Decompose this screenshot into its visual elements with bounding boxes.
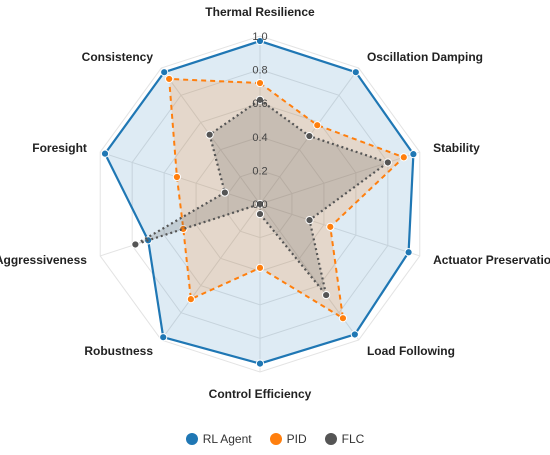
tick-label-3: 0.6 [252,98,267,110]
axis-label-aggressiveness: Aggressiveness [0,253,87,267]
axis-label-actuator-preservation: Actuator Preservation [433,253,550,267]
axis-label-control-efficiency: Control Efficiency [209,387,312,401]
legend-item-flc[interactable]: FLC [324,432,365,446]
point-pid-5 [255,263,265,272]
point-pid-1 [313,121,322,130]
series-flc [131,95,392,300]
legend-swatch-pid [269,433,282,445]
axis-label-consistency: Consistency [82,50,154,64]
tick-label-0: 0.0 [252,199,267,211]
point-pid-7 [179,224,188,234]
series-pid [165,74,408,323]
point-rl-agent-2 [409,150,418,159]
radial-tick-labels: 0.0 0.2 0.4 0.6 0.8 1.0 [252,31,267,211]
legend-label-flc: FLC [341,432,365,446]
grid-spoke-3 [259,203,420,257]
radar-chart: 0.0 0.2 0.4 0.6 0.8 1.0 Thermal Resilience Osc… [0,5,550,401]
point-flc-2 [383,158,392,167]
tick-label-1: 0.2 [252,165,267,177]
legend-swatch-flc [324,433,337,445]
point-flc-6 [255,199,265,209]
point-flc-3 [305,215,314,225]
tick-label-4: 0.8 [252,65,267,77]
point-pid-3 [326,222,335,231]
point-flc-4 [322,290,331,300]
tick-label-5: 1.0 [252,31,267,43]
point-flc-5 [255,209,265,219]
point-pid-6 [186,295,195,304]
radar-series [100,36,418,368]
point-rl-agent-1 [351,68,360,77]
point-rl-agent-3 [404,248,413,257]
point-pid-9 [165,74,174,84]
axis-label-robustness: Robustness [84,344,153,358]
axis-labels: Thermal Resilience Oscillation Damping Sta… [0,5,550,401]
point-pid-4 [338,314,348,323]
point-flc-8 [220,188,229,197]
point-rl-agent-6 [159,333,168,342]
point-rl-agent-0 [255,36,265,46]
point-flc-7 [131,240,140,249]
tick-label-2: 0.4 [252,132,267,144]
axis-label-oscillation-damping: Oscillation Damping [367,50,483,64]
legend-swatch-rl-agent [185,433,198,445]
point-flc-9 [205,130,214,139]
axis-label-stability: Stability [433,141,480,155]
point-rl-agent-5 [255,359,265,368]
point-pid-2 [399,153,408,162]
point-flc-0 [255,95,265,104]
legend-item-pid[interactable]: PID [269,432,307,446]
point-flc-1 [305,131,314,141]
grid-spoke-2 [259,151,420,205]
series-line-flc [134,98,389,297]
axis-label-load-following: Load Following [367,344,455,358]
grid-spoke-6 [160,203,261,341]
point-rl-agent-9 [160,68,169,77]
point-rl-agent-4 [350,330,359,339]
legend-label-rl-agent: RL Agent [202,432,252,446]
legend-item-rl-agent[interactable]: RL Agent [185,432,252,446]
point-pid-0 [255,78,265,88]
point-pid-8 [172,172,182,182]
axis-label-foresight: Foresight [32,141,87,155]
axis-label-thermal-resilience: Thermal Resilience [205,5,315,19]
point-rl-agent-8 [100,149,110,158]
legend-label-pid: PID [286,432,307,446]
legend: RL Agent PID FLC [0,432,550,446]
